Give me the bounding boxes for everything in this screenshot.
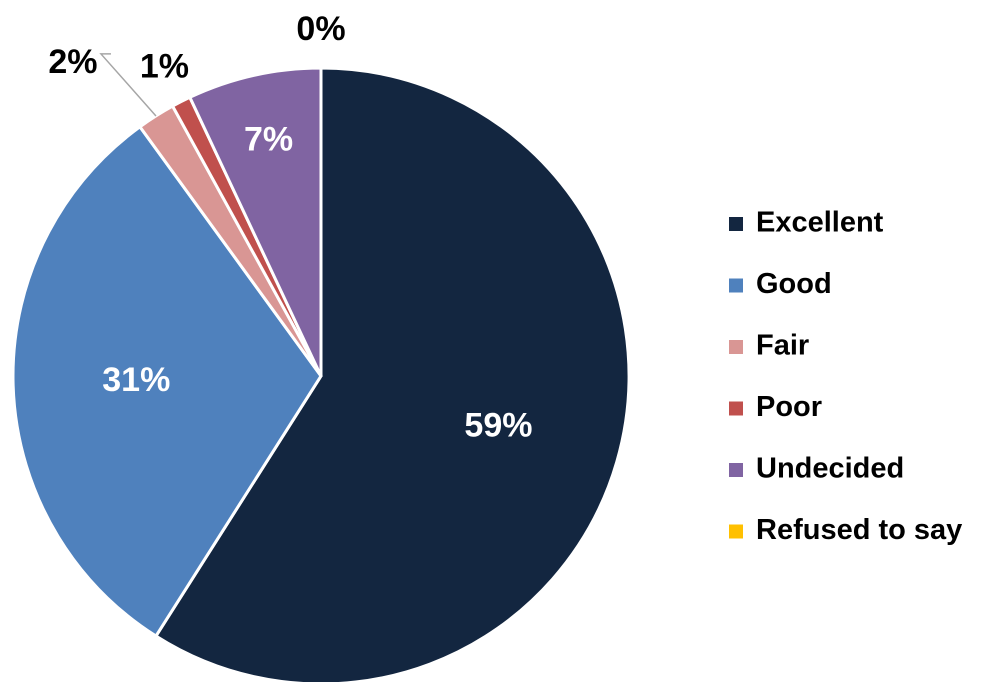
data-label: 1% [140, 48, 189, 86]
data-label: 0% [296, 10, 345, 48]
legend-swatch [729, 463, 743, 477]
legend-swatch [729, 217, 743, 231]
data-label: 59% [464, 407, 532, 445]
legend-label: Poor [756, 391, 822, 423]
legend-swatch [729, 278, 743, 293]
pie-slice [187, 66, 323, 377]
legend-label: Fair [756, 330, 809, 362]
legend-label: Excellent [756, 207, 884, 239]
pie-slice [11, 124, 323, 639]
legend-swatch [729, 401, 743, 416]
data-label: 2% [48, 43, 97, 81]
data-label: 7% [244, 121, 293, 159]
leader-line [99, 53, 157, 117]
data-label: 31% [102, 361, 170, 399]
legend-swatch [729, 524, 743, 539]
legend-label: Refused to say [756, 514, 962, 546]
legend-swatch [729, 340, 743, 354]
legend-label: Undecided [756, 453, 904, 485]
legend-label: Good [756, 268, 832, 300]
